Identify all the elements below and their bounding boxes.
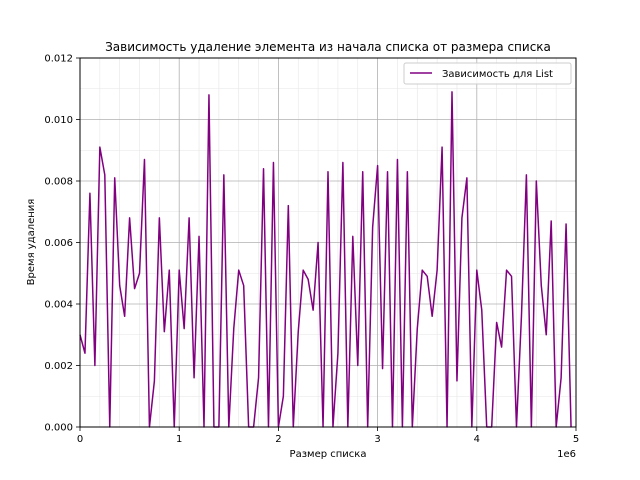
y-tick-label: 0.010	[44, 115, 73, 126]
x-tick-label: 0	[77, 434, 83, 445]
x-tick-label: 2	[275, 434, 281, 445]
y-tick-label: 0.000	[44, 423, 73, 434]
y-tick-label: 0.012	[44, 54, 73, 65]
x-axis-ticks: 0 1 2 3 4 5	[77, 427, 579, 445]
legend: Зависимость для List	[403, 62, 572, 85]
y-tick-label: 0.004	[44, 300, 73, 311]
y-axis-ticks: 0.000 0.002 0.004 0.006 0.008 0.010 0.012	[44, 54, 80, 434]
x-tick-label: 5	[573, 434, 579, 445]
y-tick-label: 0.008	[44, 177, 73, 188]
x-tick-label: 4	[474, 434, 480, 445]
x-axis-label: Размер списка	[290, 449, 367, 460]
y-tick-label: 0.002	[44, 361, 73, 372]
legend-label: Зависимость для List	[442, 69, 553, 80]
x-axis-offset-label: 1e6	[557, 449, 576, 460]
y-axis-label: Время удаления	[26, 199, 37, 286]
chart-title: Зависимость удаление элемента из начала …	[105, 40, 551, 54]
y-tick-label: 0.006	[44, 238, 73, 249]
legend-box	[403, 62, 572, 85]
x-tick-label: 3	[374, 434, 380, 445]
x-tick-label: 1	[176, 434, 182, 445]
